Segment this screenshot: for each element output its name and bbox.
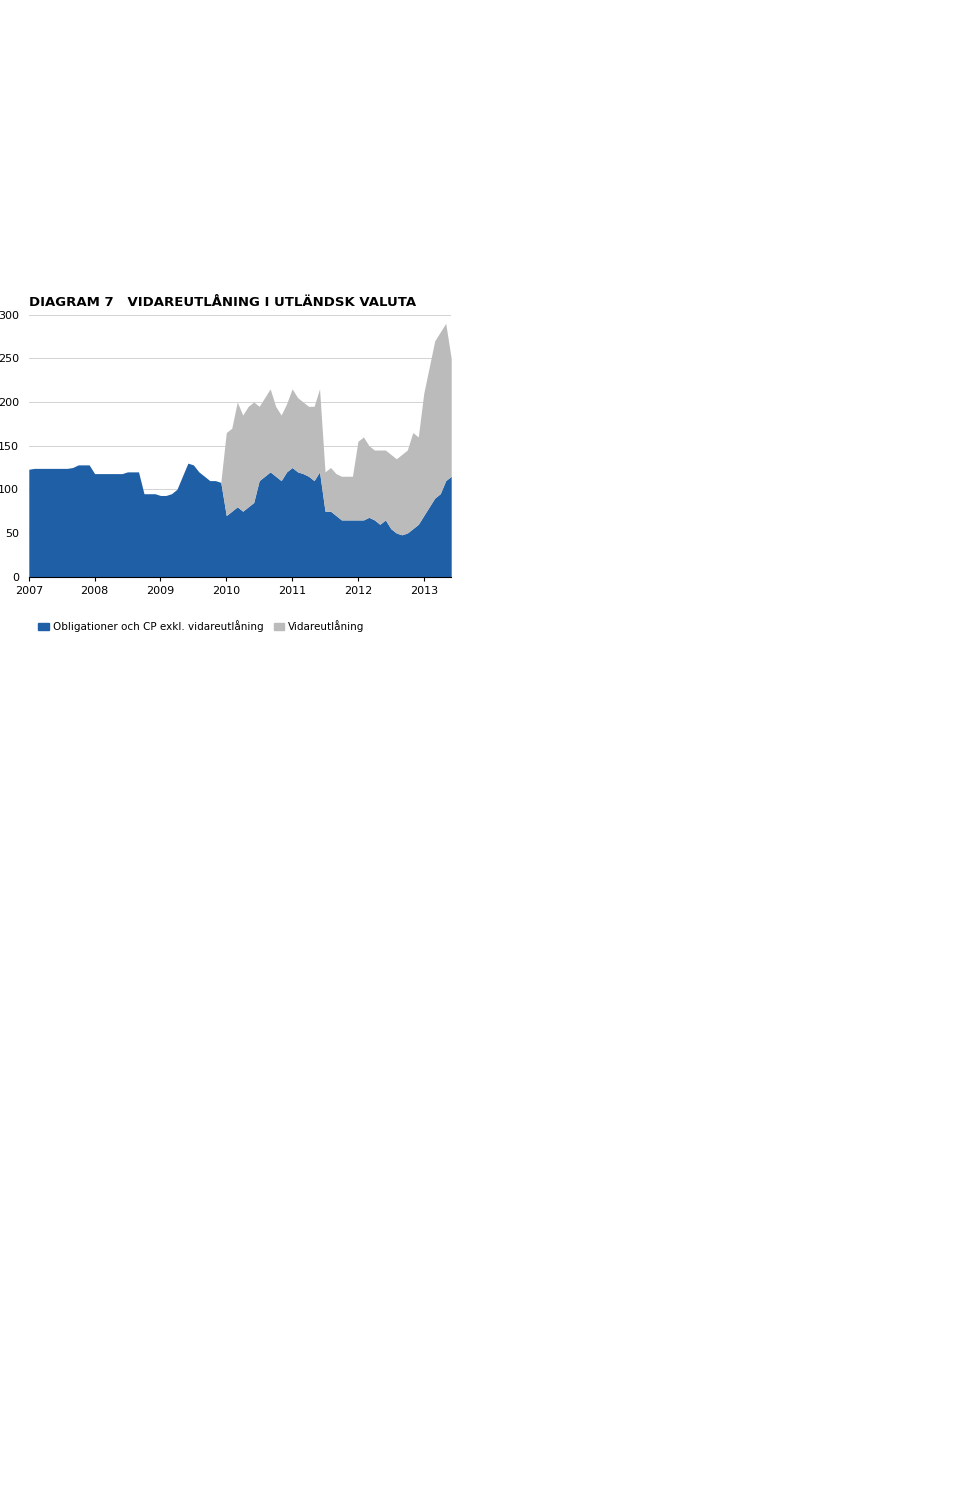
Text: DIAGRAM 7   VIDAREUTLÅNING I UTLÄNDSK VALUTA: DIAGRAM 7 VIDAREUTLÅNING I UTLÄNDSK VALU… <box>29 297 416 309</box>
Legend: Obligationer och CP exkl. vidareutlåning, Vidareutlåning: Obligationer och CP exkl. vidareutlåning… <box>34 616 369 637</box>
